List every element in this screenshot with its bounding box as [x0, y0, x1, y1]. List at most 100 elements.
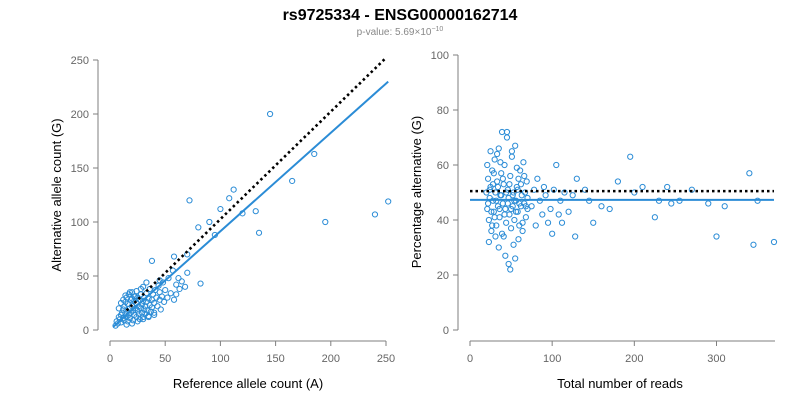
- left-data-point: [217, 205, 224, 213]
- right-data-point: [573, 175, 580, 182]
- right-data-point: [499, 200, 506, 207]
- right-data-point: [542, 192, 549, 199]
- left-data-point: [115, 305, 122, 312]
- left-fit-line: [112, 80, 389, 328]
- right-data-point: [513, 164, 520, 171]
- right-data-point: [508, 153, 516, 160]
- right-data-point: [627, 153, 634, 160]
- left-data-point: [158, 293, 165, 300]
- left-x-tick-label: 150: [266, 353, 284, 365]
- right-data-point: [651, 214, 658, 221]
- right-data-point: [590, 219, 597, 226]
- right-data-point: [489, 181, 497, 188]
- left-x-tick-label: 0: [107, 353, 113, 365]
- right-data-point: [581, 186, 589, 193]
- right-data-point: [746, 170, 753, 177]
- right-data-point: [514, 186, 521, 193]
- right-data-point: [494, 150, 501, 158]
- right-data-point: [540, 183, 548, 191]
- left-data-point: [160, 298, 168, 306]
- right-data-point: [532, 222, 539, 229]
- right-data-point: [519, 219, 526, 226]
- right-y-tick-label: 0: [443, 325, 449, 337]
- left-data-point: [178, 278, 185, 285]
- right-data-point: [493, 222, 500, 229]
- right-data-point: [705, 200, 712, 207]
- right-y-tick-label: 40: [437, 215, 449, 227]
- right-x-ticks: 0 100 200 300: [467, 341, 726, 365]
- right-data-point: [553, 161, 560, 169]
- left-data-point: [134, 318, 141, 325]
- left-data-point: [173, 281, 180, 288]
- left-data-point: [311, 150, 318, 158]
- scatter-allele-counts: 0 50 100 150 200 250 0 50 100 150 200 250 Referenc…: [49, 55, 395, 391]
- left-data-point: [186, 197, 193, 204]
- right-data-point: [490, 170, 497, 177]
- right-data-point: [528, 203, 535, 210]
- left-data-point: [145, 313, 152, 321]
- left-data-point: [157, 306, 164, 313]
- left-y-ticks: 0 50 100 150 200 250: [71, 55, 98, 337]
- right-fit-lines: [470, 189, 774, 201]
- p-value-subtitle: p-value: 5.69×10−10: [357, 26, 444, 38]
- left-y-tick-label: 0: [83, 325, 89, 337]
- right-y-tick-label: 60: [437, 160, 449, 172]
- right-data-point: [501, 161, 508, 169]
- right-data-point: [520, 159, 527, 166]
- right-data-point: [534, 175, 541, 182]
- right-data-point: [485, 238, 492, 246]
- left-y-tick-label: 100: [71, 217, 89, 229]
- left-data-point: [165, 275, 172, 282]
- left-data-point: [154, 303, 161, 310]
- right-data-point: [544, 219, 552, 226]
- right-data-point: [503, 189, 510, 196]
- left-data-point: [151, 311, 158, 318]
- right-data-point: [515, 236, 522, 243]
- left-data-point: [147, 308, 154, 315]
- right-data-point: [606, 205, 613, 213]
- left-data-point: [123, 321, 130, 328]
- left-data-point: [206, 218, 213, 226]
- left-data-point: [184, 269, 191, 276]
- left-data-point: [140, 316, 147, 323]
- right-data-point: [518, 192, 525, 199]
- left-data-point: [122, 292, 129, 299]
- left-data-point: [127, 296, 135, 303]
- right-data-point: [503, 128, 511, 136]
- left-x-tick-label: 200: [322, 353, 340, 365]
- scatter-percentage-alternative: 0 20 40 60 80 100 0 100 200 300 Total number of …: [409, 50, 778, 391]
- left-data-point: [197, 280, 204, 287]
- right-data-point: [507, 172, 514, 180]
- right-data-point: [569, 192, 576, 199]
- right-data-point: [494, 183, 502, 191]
- right-data-point: [512, 255, 519, 262]
- right-data-point: [522, 203, 529, 210]
- left-x-tick-label: 50: [159, 353, 171, 365]
- left-data-point: [131, 293, 138, 300]
- right-data-point: [484, 161, 491, 169]
- left-data-point: [371, 211, 379, 218]
- right-data-point: [549, 230, 556, 237]
- left-data-point: [167, 290, 174, 297]
- left-y-tick-label: 200: [71, 109, 89, 121]
- left-y-axis-label: Alternative allele count (G): [49, 118, 64, 271]
- right-data-point: [516, 222, 523, 229]
- right-data-point: [713, 233, 720, 240]
- right-data-point: [484, 175, 492, 182]
- p-value-text: p-value: 5.69×10: [357, 27, 432, 38]
- right-data-point: [512, 142, 519, 149]
- right-data-point: [498, 128, 506, 136]
- right-data-point: [497, 159, 504, 166]
- right-x-tick-label: 300: [707, 353, 725, 365]
- right-data-point: [496, 205, 503, 213]
- left-data-point: [126, 289, 133, 296]
- right-data-point: [491, 214, 498, 221]
- right-data-point: [503, 134, 511, 141]
- right-data-point: [491, 156, 498, 163]
- right-data-point: [503, 219, 510, 226]
- left-data-point: [226, 195, 233, 202]
- right-data-point: [496, 214, 503, 221]
- right-data-point: [521, 172, 528, 180]
- right-data-point: [505, 260, 512, 268]
